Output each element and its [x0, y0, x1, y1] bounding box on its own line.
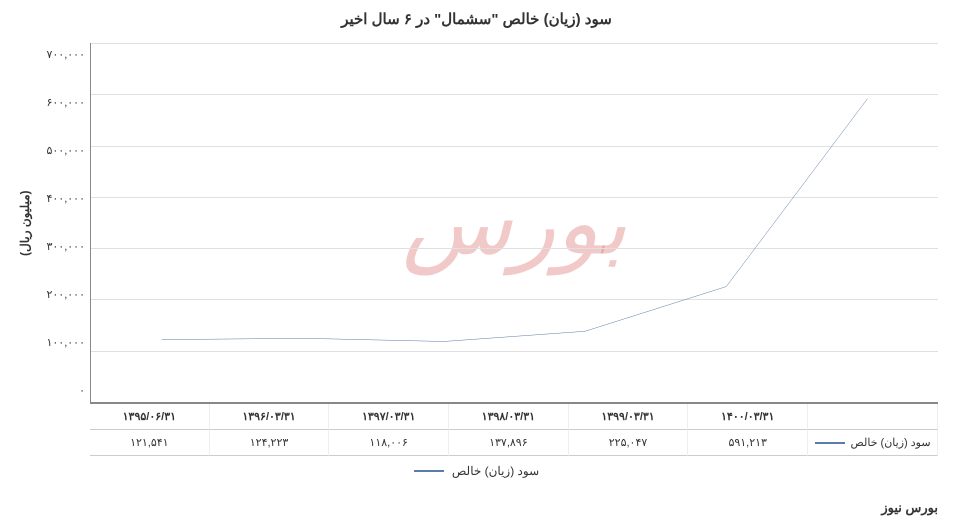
chart-body: (میلیون ریال) ۷۰۰,۰۰۰ ۶۰۰,۰۰۰ ۵۰۰,۰۰۰ ۴۰…	[15, 43, 938, 403]
data-value: ۱۳۷,۸۹۶	[449, 430, 569, 456]
legend-line-icon	[414, 470, 444, 472]
table-col: ۱۳۹۷/۰۳/۳۱ ۱۱۸,۰۰۶	[329, 404, 449, 456]
source-label: بورس نیوز	[881, 500, 938, 516]
table-col: ۱۳۹۸/۰۳/۳۱ ۱۳۷,۸۹۶	[449, 404, 569, 456]
y-tick: ۶۰۰,۰۰۰	[35, 96, 85, 110]
chart-line	[162, 99, 868, 342]
x-category: ۱۳۹۷/۰۳/۳۱	[329, 404, 449, 430]
legend-line-icon	[815, 442, 845, 444]
data-value: ۱۲۴,۲۲۳	[210, 430, 330, 456]
data-value: ۱۲۱,۵۴۱	[90, 430, 210, 456]
table-col: ۱۴۰۰/۰۳/۳۱ ۵۹۱,۲۱۳	[688, 404, 808, 456]
y-tick: ۳۰۰,۰۰۰	[35, 240, 85, 254]
plot-area: بورس	[90, 43, 938, 403]
data-value: ۲۲۵,۰۴۷	[569, 430, 689, 456]
x-category: ۱۴۰۰/۰۳/۳۱	[688, 404, 808, 430]
line-chart-svg	[91, 43, 938, 402]
x-category: ۱۳۹۸/۰۳/۳۱	[449, 404, 569, 430]
y-axis: ۷۰۰,۰۰۰ ۶۰۰,۰۰۰ ۵۰۰,۰۰۰ ۴۰۰,۰۰۰ ۳۰۰,۰۰۰ …	[35, 43, 90, 403]
bottom-legend: سود (زیان) خالص	[15, 464, 938, 478]
data-value: ۵۹۱,۲۱۳	[688, 430, 808, 456]
y-tick: ۰	[35, 384, 85, 398]
y-tick: ۱۰۰,۰۰۰	[35, 336, 85, 350]
table-col: ۱۳۹۵/۰۶/۳۱ ۱۲۱,۵۴۱	[90, 404, 210, 456]
y-axis-label: (میلیون ریال)	[15, 43, 35, 403]
table-legend-col: سود (زیان) خالص	[808, 404, 938, 456]
table-col: ۱۳۹۶/۰۳/۳۱ ۱۲۴,۲۲۳	[210, 404, 330, 456]
y-tick: ۲۰۰,۰۰۰	[35, 288, 85, 302]
chart-title: سود (زیان) خالص "سشمال" در ۶ سال اخیر	[15, 10, 938, 28]
chart-container: سود (زیان) خالص "سشمال" در ۶ سال اخیر (م…	[0, 0, 953, 522]
table-col: ۱۳۹۹/۰۳/۳۱ ۲۲۵,۰۴۷	[569, 404, 689, 456]
series-label: سود (زیان) خالص	[851, 435, 931, 451]
empty-cell	[808, 404, 938, 430]
data-table: ۱۳۹۵/۰۶/۳۱ ۱۲۱,۵۴۱ ۱۳۹۶/۰۳/۳۱ ۱۲۴,۲۲۳ ۱۳…	[90, 403, 938, 456]
bottom-legend-label: سود (زیان) خالص	[452, 464, 539, 478]
data-value: ۱۱۸,۰۰۶	[329, 430, 449, 456]
y-tick: ۵۰۰,۰۰۰	[35, 144, 85, 158]
x-category: ۱۳۹۵/۰۶/۳۱	[90, 404, 210, 430]
y-tick: ۴۰۰,۰۰۰	[35, 192, 85, 206]
x-category: ۱۳۹۹/۰۳/۳۱	[569, 404, 689, 430]
y-tick: ۷۰۰,۰۰۰	[35, 48, 85, 62]
x-category: ۱۳۹۶/۰۳/۳۱	[210, 404, 330, 430]
series-legend: سود (زیان) خالص	[808, 430, 938, 456]
